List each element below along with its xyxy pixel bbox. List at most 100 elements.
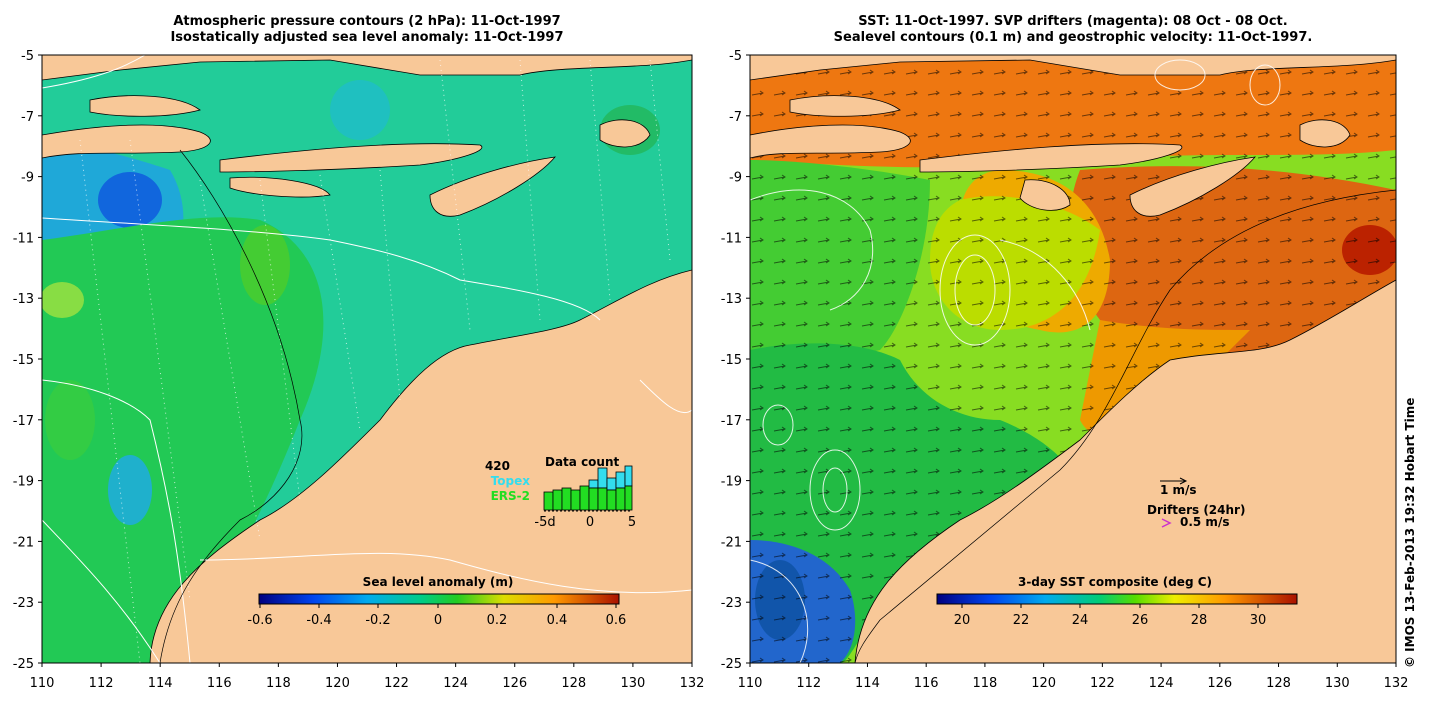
right-colorbar-tick: 26 [1132,613,1149,628]
right-colorbar-tick: 22 [1013,613,1030,628]
right-longitude-axis: 110 112 114 116 118 120 122 124 126 128 130 132 [738,663,1409,691]
right-lon-tick-label: 120 [1031,676,1056,691]
left-map-pressure-contours [42,55,692,663]
right-lon-tick-label: 126 [1207,676,1232,691]
right-colorbar-tick: 20 [954,613,971,628]
left-lon-tick-label: 116 [207,676,232,691]
right-lon-tick-label: 130 [1325,676,1350,691]
left-lat-tick-label: -23 [13,596,34,611]
left-lat-tick-label: -5 [21,49,34,64]
right-lon-tick-label: 116 [914,676,939,691]
data-count-bars [543,465,633,511]
left-map-land [42,55,692,663]
velocity-scale-arrow-icon [1160,477,1188,485]
left-map-shelf-edge [159,149,303,663]
left-map [42,55,692,663]
right-lon-tick-label: 114 [855,676,880,691]
right-colorbar: 3-day SST composite (deg C) 20 22 24 26 … [936,575,1298,628]
left-lon-tick-label: 114 [148,676,173,691]
right-map-sealevel-contours [750,59,1281,663]
right-colorbar-ramp [936,593,1298,605]
left-lon-tick-label: 124 [443,676,468,691]
left-lon-tick-label: 118 [266,676,291,691]
left-map-satellite-tracks [79,59,671,663]
drifter-scale-label: 0.5 m/s [1180,515,1229,529]
right-panel-title: SST: 11-Oct-1997. SVP drifters (magenta)… [750,14,1396,46]
left-colorbar-tick: 0.4 [547,613,568,628]
inset-xtick-0: 0 [586,515,594,530]
left-colorbar-title: Sea level anomaly (m) [363,575,514,589]
left-colorbar-tick: -0.2 [365,613,390,628]
left-title-line2: Isostatically adjusted sea level anomaly… [170,30,564,45]
left-colorbar: Sea level anomaly (m) -0.6 -0.4 -0.2 0 0… [247,575,626,628]
left-lon-tick-label: 122 [384,676,409,691]
left-title-line1: Atmospheric pressure contours (2 hPa): 1… [173,14,561,29]
right-lat-tick-label: -11 [721,231,742,246]
left-colorbar-tick: 0.6 [606,613,627,628]
right-lon-tick-label: 124 [1149,676,1174,691]
left-colorbar-tick: -0.6 [247,613,272,628]
right-latitude-axis: -5 -7 -9 -11 -13 -15 -17 -19 -21 -23 -25 [721,49,750,672]
data-count-inset: 420 Data count Topex ERS-2 -5d 0 5 [485,455,636,530]
right-lon-tick-label: 112 [796,676,821,691]
right-lat-tick-label: -21 [721,535,742,550]
right-lon-tick-label: 128 [1266,676,1291,691]
left-colorbar-tick: 0.2 [487,613,508,628]
left-lat-tick-label: -17 [13,414,34,429]
right-lat-tick-label: -13 [721,292,742,307]
left-colorbar-tick: -0.4 [306,613,331,628]
left-lon-tick-label: 126 [502,676,527,691]
right-map-shelf-edge [854,189,1396,663]
right-colorbar-title: 3-day SST composite (deg C) [1018,575,1212,589]
right-lat-tick-label: -5 [729,49,742,64]
left-lon-tick-label: 112 [89,676,114,691]
right-lat-tick-label: -15 [721,353,742,368]
right-title-line1: SST: 11-Oct-1997. SVP drifters (magenta)… [858,14,1288,29]
right-lat-tick-label: -17 [721,414,742,429]
left-lat-tick-label: -19 [13,475,34,490]
left-lat-tick-label: -9 [21,171,34,186]
drifters-label: Drifters (24hr) [1147,503,1245,517]
right-title-line2: Sealevel contours (0.1 m) and geostrophi… [833,30,1313,45]
inset-xtick-5: 5 [628,515,636,530]
right-lon-tick-label: 132 [1384,676,1409,691]
left-panel-title: Atmospheric pressure contours (2 hPa): 1… [42,14,692,46]
drifter-arrow-icon [1161,518,1172,528]
left-lon-tick-label: 130 [620,676,645,691]
left-colorbar-tick: 0 [434,613,442,628]
left-lat-tick-label: -25 [13,657,34,672]
left-colorbar-ramp [258,593,620,605]
right-colorbar-tick: 28 [1191,613,1208,628]
velocity-scale-label: 1 m/s [1160,483,1197,497]
copyright-notice: © IMOS 13-Feb-2013 19:32 Hobart Time [1403,397,1417,668]
right-colorbar-tick: 30 [1250,613,1267,628]
right-lat-tick-label: -7 [729,110,742,125]
data-count-title: Data count [545,455,620,469]
topex-legend: Topex [491,474,531,488]
left-lat-tick-label: -15 [13,353,34,368]
inset-xtick-m5: -5d [534,515,555,530]
left-lon-tick-label: 120 [325,676,350,691]
right-lat-tick-label: -23 [721,596,742,611]
right-lat-tick-label: -25 [721,657,742,672]
left-lon-tick-label: 128 [561,676,586,691]
left-lat-tick-label: -21 [13,535,34,550]
ers2-legend: ERS-2 [491,489,530,503]
right-lon-tick-label: 110 [738,676,763,691]
data-count-value: 420 [485,459,510,473]
right-lon-tick-label: 122 [1090,676,1115,691]
left-lon-tick-label: 110 [30,676,55,691]
right-lat-tick-label: -9 [729,171,742,186]
right-lat-tick-label: -19 [721,475,742,490]
right-lon-tick-label: 118 [972,676,997,691]
right-map-land [750,55,1396,663]
left-latitude-axis: -5 -7 -9 -11 -13 -15 -17 -19 -21 -23 -25 [13,49,42,672]
left-longitude-axis: 110 112 114 116 118 120 122 124 126 128 130 132 [30,663,705,691]
right-map [750,55,1396,663]
left-lon-tick-label: 132 [680,676,705,691]
right-colorbar-tick: 24 [1072,613,1089,628]
left-lat-tick-label: -11 [13,231,34,246]
left-lat-tick-label: -13 [13,292,34,307]
velocity-scale-legend: 1 m/s Drifters (24hr) 0.5 m/s [1147,477,1245,529]
